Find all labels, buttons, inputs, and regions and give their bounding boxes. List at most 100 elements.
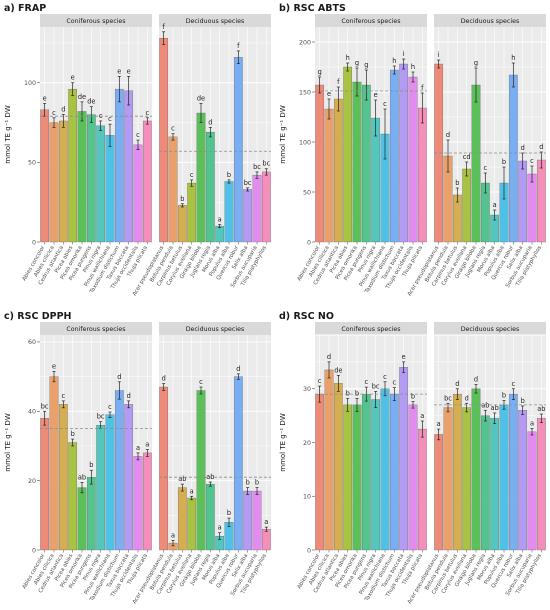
y-tick-label: 0 <box>307 239 311 246</box>
bar <box>508 74 518 243</box>
bar <box>527 431 537 551</box>
bar <box>261 529 271 551</box>
bar <box>536 159 546 243</box>
bar <box>518 410 528 551</box>
facet-strip <box>159 14 271 27</box>
bar <box>352 81 362 243</box>
bar <box>452 393 462 551</box>
bar <box>252 174 262 243</box>
significance-letter: a <box>145 440 149 448</box>
y-axis-label: mmol TE g⁻¹ DW <box>4 413 12 472</box>
y-tick-label: 20 <box>28 478 36 485</box>
significance-letter: d <box>127 392 131 400</box>
bar <box>40 418 50 551</box>
bar <box>196 390 206 551</box>
significance-letter: bc <box>253 163 261 171</box>
significance-letter: de <box>334 366 342 374</box>
bar <box>389 69 399 243</box>
bar <box>518 160 528 243</box>
y-tick-label: 150 <box>299 89 311 96</box>
bar <box>233 376 243 551</box>
bar <box>361 84 371 243</box>
facet-strip <box>315 322 427 335</box>
significance-letter: ab <box>537 405 545 413</box>
bar <box>114 88 124 243</box>
bar <box>96 125 106 243</box>
bar <box>233 57 243 243</box>
significance-letter: ab <box>78 473 86 481</box>
bar <box>133 144 143 243</box>
bar <box>68 88 78 243</box>
bar <box>361 393 371 551</box>
bar <box>343 66 353 243</box>
significance-letter: d <box>474 375 478 383</box>
significance-letter: c <box>318 377 322 385</box>
bar <box>177 487 187 551</box>
facet-title: Coniferous species <box>66 326 125 333</box>
y-tick-label: 50 <box>28 160 36 167</box>
significance-letter: h <box>511 54 515 62</box>
facet-title: Deciduous species <box>186 326 245 333</box>
bar <box>333 383 343 551</box>
significance-letter: g <box>364 61 368 69</box>
bar <box>462 407 472 551</box>
y-tick-label: 40 <box>28 409 36 416</box>
bar <box>142 452 152 551</box>
facet-title: Deciduous species <box>186 18 245 25</box>
significance-letter: h <box>346 54 350 62</box>
y-tick-label: 30 <box>303 386 311 393</box>
bar <box>49 376 59 551</box>
significance-letter: c <box>52 109 56 117</box>
significance-letter: b <box>180 195 184 203</box>
significance-letter: c <box>530 157 534 165</box>
significance-letter: c <box>393 379 397 387</box>
y-tick-label: 20 <box>303 440 311 447</box>
y-tick-label: 10 <box>303 494 311 501</box>
significance-letter: h <box>392 57 396 65</box>
panel-background <box>159 335 271 550</box>
significance-letter: c <box>512 380 516 388</box>
y-tick-label: 0 <box>32 547 36 554</box>
bar <box>142 120 152 243</box>
significance-letter: d <box>465 394 469 402</box>
facet-strip <box>434 14 546 27</box>
chart-frap: a) FRAP mmol TE g⁻¹ DW 0 50 100 Coniferous sp… <box>4 3 271 297</box>
significance-letter: d <box>162 375 166 383</box>
significance-letter: h <box>411 63 415 71</box>
facet-strip <box>159 322 271 335</box>
significance-letter: b <box>455 179 459 187</box>
chart-title: b) RSC ABTS <box>279 3 346 14</box>
significance-letter: b <box>411 393 415 401</box>
bar <box>408 76 418 243</box>
y-tick-label: 100 <box>24 80 36 87</box>
bar <box>187 182 197 243</box>
bar <box>133 456 143 551</box>
bar <box>462 168 472 243</box>
chart-rsc-dpph: c) RSC DPPH mmol TE g⁻¹ DW 0 20 40 60 Conifero… <box>4 311 271 605</box>
bar <box>40 109 50 243</box>
significance-letter: e <box>374 91 378 99</box>
significance-letter: a <box>190 487 194 495</box>
significance-letter: d <box>61 106 65 114</box>
significance-letter: b <box>89 461 93 469</box>
bar <box>58 120 68 243</box>
bar <box>480 415 490 551</box>
bar <box>159 37 169 243</box>
bar <box>114 390 124 551</box>
y-axis-label: mmol TE g⁻¹ DW <box>4 105 12 164</box>
facet-title: Deciduous species <box>461 326 520 333</box>
significance-letter: b <box>355 389 359 397</box>
bar <box>389 393 399 551</box>
significance-letter: c <box>484 164 488 172</box>
significance-letter: a <box>493 201 497 209</box>
bar <box>124 404 134 551</box>
bar <box>252 490 262 551</box>
bar <box>333 98 343 243</box>
bar <box>490 418 500 551</box>
significance-letter: e <box>402 353 406 361</box>
